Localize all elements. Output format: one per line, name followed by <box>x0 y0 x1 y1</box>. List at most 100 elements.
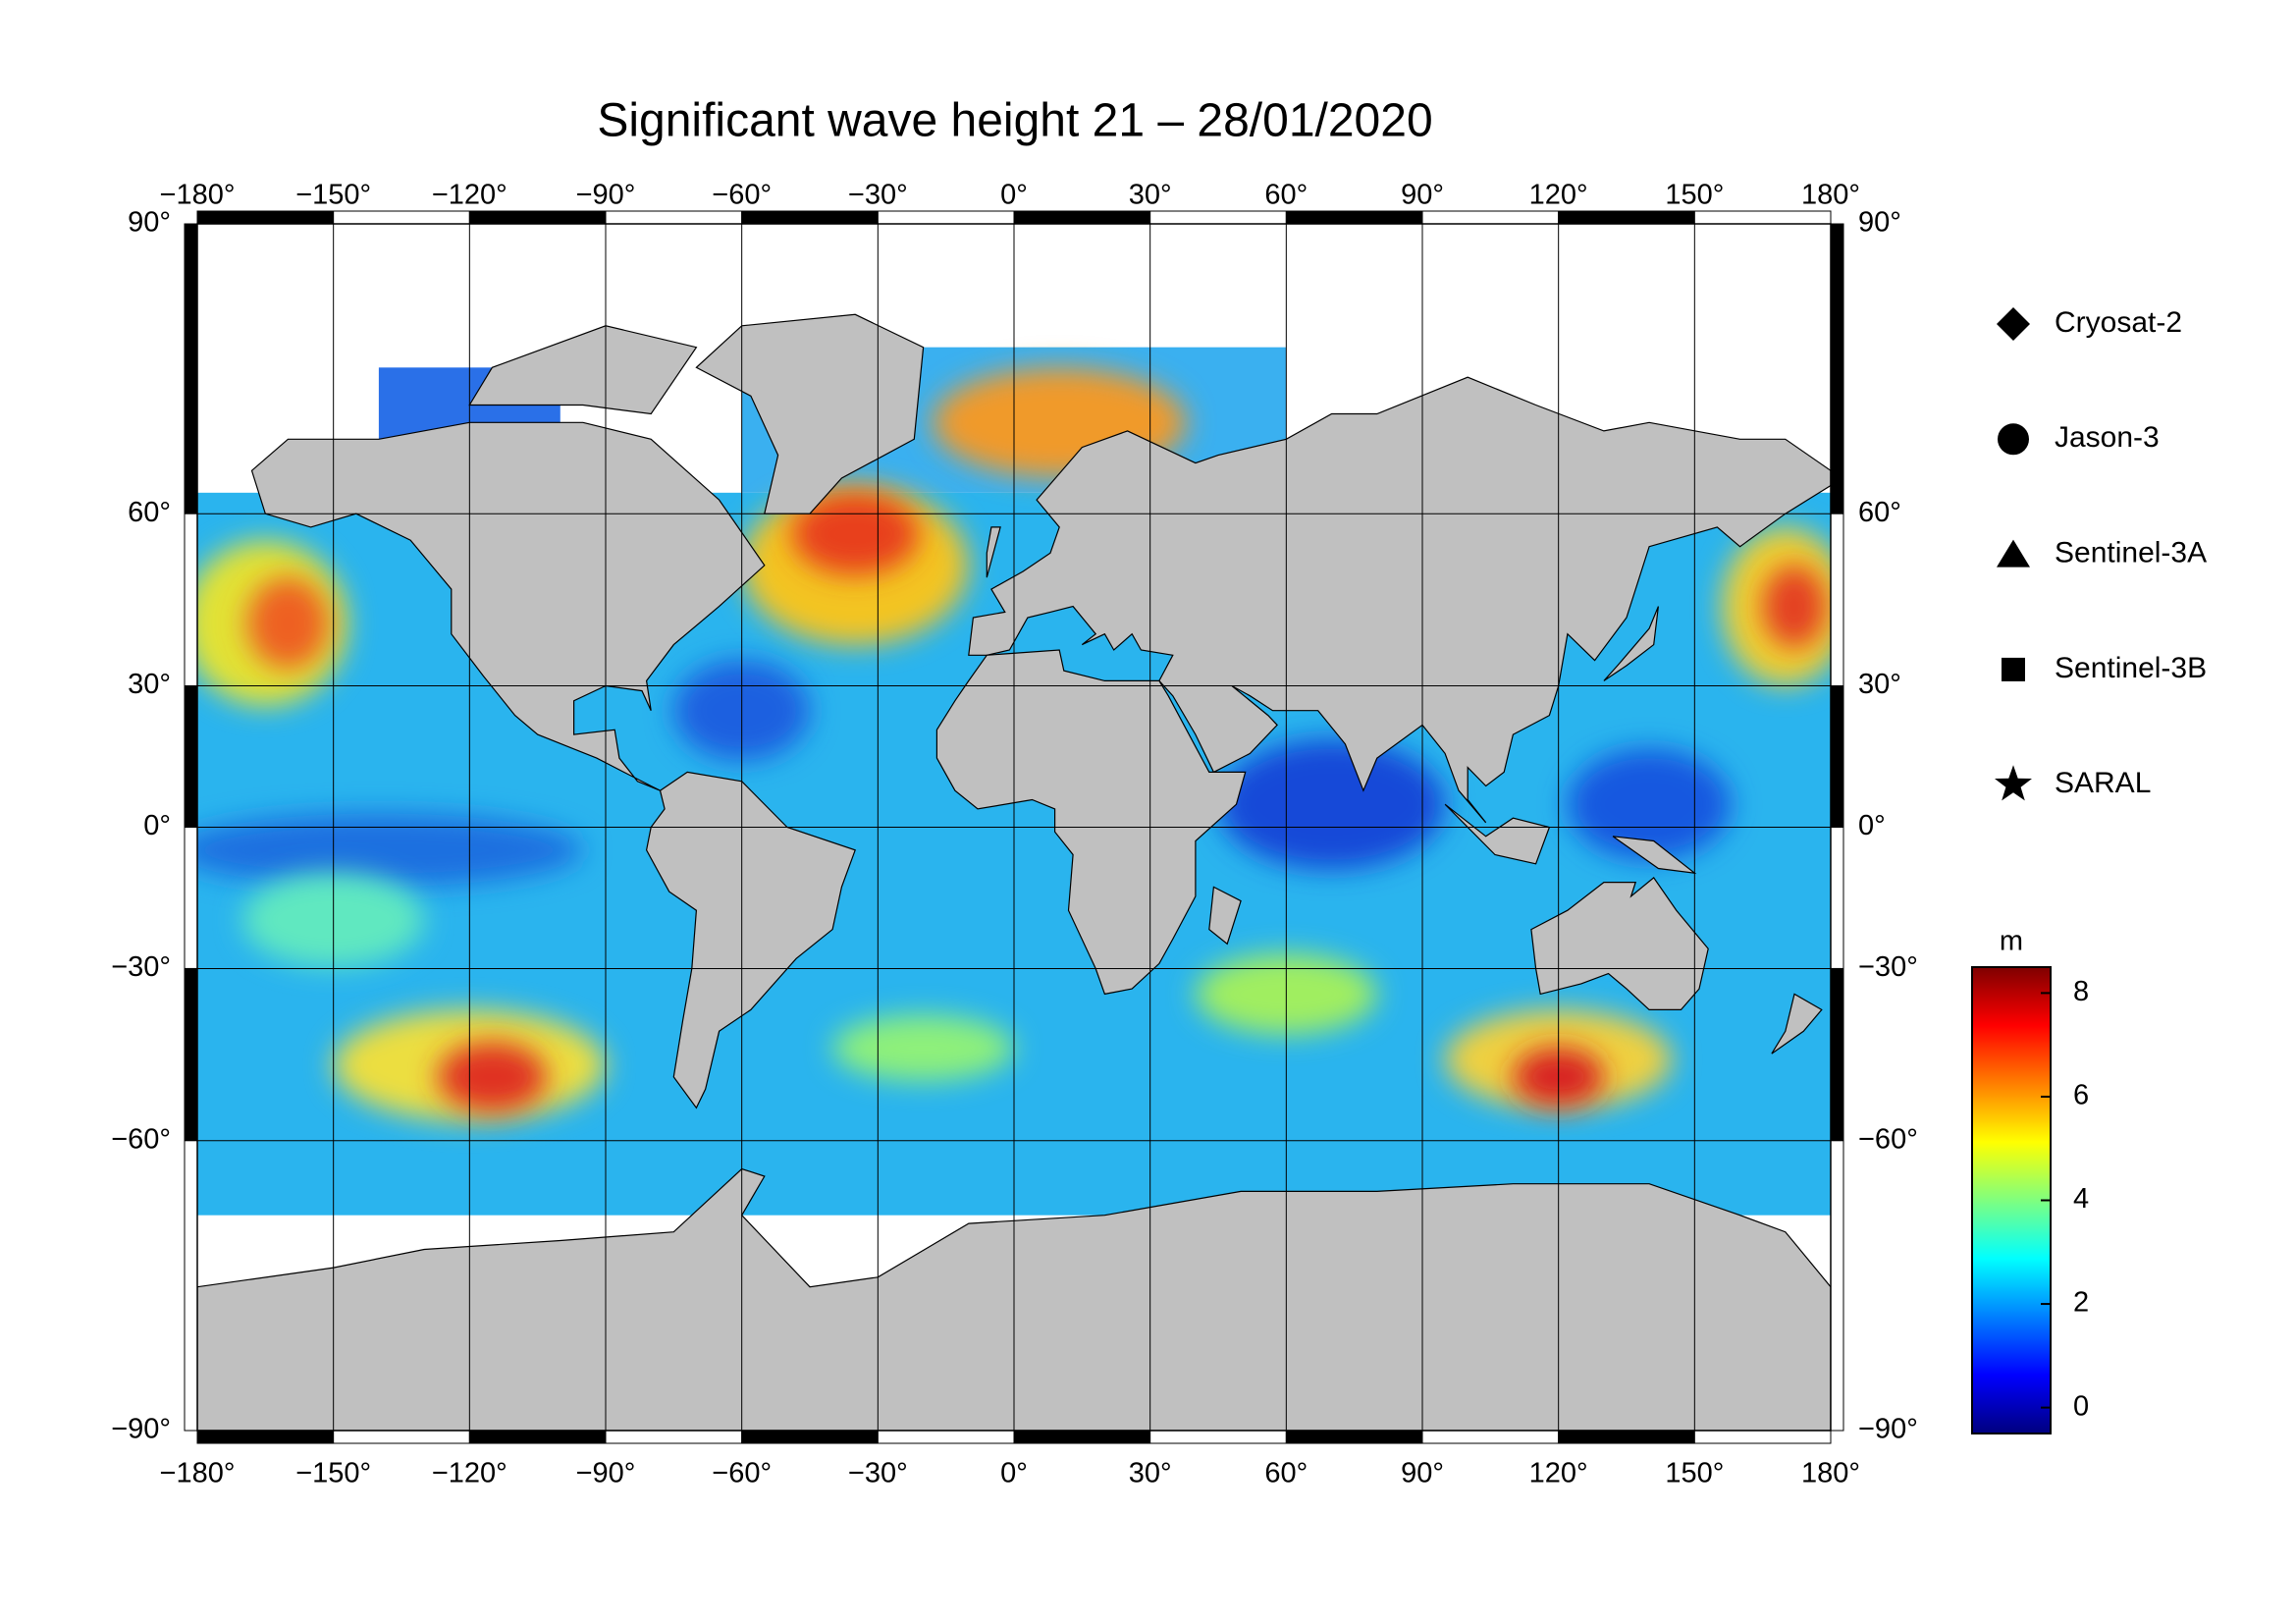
frame-bar <box>1149 210 1287 225</box>
land <box>468 325 698 415</box>
frame-bar <box>605 210 743 225</box>
legend-label: Sentinel-3B <box>2055 652 2207 684</box>
land <box>695 313 925 514</box>
lon-tick-label: 150° <box>1665 180 1724 211</box>
colorbar <box>1971 966 2052 1434</box>
frame-bar <box>1421 210 1560 225</box>
legend-marker <box>1995 765 2032 801</box>
lon-tick-label: 30° <box>1129 180 1172 211</box>
frame-bar <box>333 1430 470 1444</box>
lon-tick-label: −120° <box>432 1458 507 1489</box>
lon-tick-label: 180° <box>1801 1458 1860 1489</box>
lat-tick-label: 60° <box>128 497 171 528</box>
frame-bar <box>468 210 607 225</box>
frame-bar <box>1149 1430 1287 1444</box>
frame-bar <box>184 827 198 969</box>
map-area <box>197 313 1831 1431</box>
map-frame <box>196 223 1832 1432</box>
lon-tick-label: 120° <box>1529 1458 1588 1489</box>
lat-tick-label: 90° <box>1858 207 1901 239</box>
frame-bar <box>741 210 879 225</box>
frame-bar <box>333 210 470 225</box>
lon-tick-label: −30° <box>848 180 908 211</box>
wave-field <box>437 1042 547 1112</box>
lat-tick-label: 30° <box>1858 669 1901 700</box>
lat-tick-label: −60° <box>1858 1123 1918 1155</box>
lon-tick-label: 180° <box>1801 180 1860 211</box>
land <box>1530 877 1709 1011</box>
frame-bar <box>184 685 198 828</box>
frame-bar <box>877 210 1015 225</box>
frame-bar <box>1830 513 1844 687</box>
land <box>968 376 1831 824</box>
legend-label: Cryosat-2 <box>2055 306 2182 339</box>
frame-bar <box>605 1430 743 1444</box>
land <box>1603 606 1659 681</box>
land <box>1208 886 1242 946</box>
lon-tick-label: 0° <box>1000 1458 1028 1489</box>
frame-bar <box>184 1140 198 1432</box>
land <box>986 526 1001 578</box>
lat-tick-label: 60° <box>1858 497 1901 528</box>
land <box>1771 993 1823 1055</box>
lon-tick-label: 60° <box>1264 1458 1308 1489</box>
frame-bar <box>1558 1430 1695 1444</box>
frame-bar <box>1013 210 1151 225</box>
lon-tick-label: −90° <box>576 180 636 211</box>
lon-tick-label: 60° <box>1264 180 1308 211</box>
lon-tick-label: −120° <box>432 180 507 211</box>
legend-label: SARAL <box>2055 767 2151 799</box>
lon-tick-label: −60° <box>712 180 772 211</box>
lat-tick-label: 0° <box>143 810 171 841</box>
colorbar-tick-label: 4 <box>2073 1183 2089 1215</box>
wave-field <box>1762 565 1827 648</box>
legend-label: Sentinel-3A <box>2055 537 2207 569</box>
lat-tick-label: 0° <box>1858 810 1886 841</box>
wave-field <box>246 577 330 670</box>
land <box>645 771 856 1109</box>
lon-tick-label: 90° <box>1401 180 1444 211</box>
wave-field <box>832 1014 1014 1081</box>
lon-tick-label: −30° <box>848 1458 908 1489</box>
wave-field <box>1567 748 1732 860</box>
lon-tick-label: −60° <box>712 1458 772 1489</box>
legend-marker <box>1997 539 2030 568</box>
lon-tick-label: 0° <box>1000 180 1028 211</box>
lat-tick-label: −90° <box>111 1414 171 1445</box>
legend-label: Jason-3 <box>2055 421 2160 454</box>
frame-bar <box>1830 685 1844 828</box>
lat-tick-label: −60° <box>111 1123 171 1155</box>
colorbar-unit: m <box>2000 926 2023 957</box>
frame-bar <box>1830 967 1844 1142</box>
frame-bar <box>1693 210 1832 225</box>
lat-tick-label: −30° <box>1858 951 1918 983</box>
lon-tick-label: −180° <box>160 180 236 211</box>
colorbar-tick-label: 2 <box>2073 1287 2089 1319</box>
frame-bar <box>184 967 198 1142</box>
wave-field <box>197 813 583 888</box>
frame-bar <box>1558 210 1695 225</box>
frame-bar <box>1693 1430 1832 1444</box>
frame-bar <box>1285 210 1423 225</box>
frame-bar <box>1830 1140 1844 1432</box>
lon-tick-label: −180° <box>160 1458 236 1489</box>
lat-tick-label: 90° <box>128 207 171 239</box>
frame-bar <box>877 1430 1015 1444</box>
lat-tick-label: −90° <box>1858 1414 1918 1445</box>
map-title: Significant wave height 21 – 28/01/2020 <box>597 95 1432 147</box>
frame-bar <box>1013 1430 1151 1444</box>
frame-bar <box>1830 827 1844 969</box>
lon-tick-label: −90° <box>576 1458 636 1489</box>
lon-tick-label: −150° <box>295 180 371 211</box>
wave-field <box>1218 738 1446 870</box>
lon-tick-label: 90° <box>1401 1458 1444 1489</box>
frame-bar <box>184 513 198 687</box>
legend-marker <box>2002 657 2025 681</box>
colorbar-tick-label: 6 <box>2073 1080 2089 1111</box>
lon-tick-label: 30° <box>1129 1458 1172 1489</box>
legend-marker <box>1997 307 2030 341</box>
legend-marker <box>1998 423 2029 456</box>
land <box>250 421 766 791</box>
frame-bar <box>1285 1430 1423 1444</box>
